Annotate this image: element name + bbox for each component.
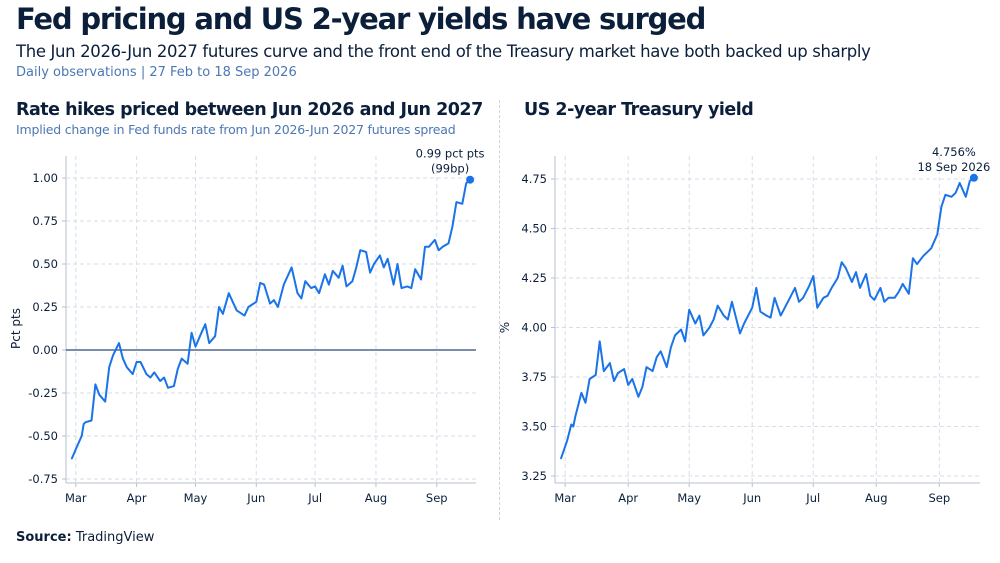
rate-hikes-y-tick-label: -0.75 [28, 472, 58, 486]
treasury-yield-y-tick-label: 3.50 [521, 420, 547, 434]
treasury-yield-x-tick-label: Jul [805, 491, 820, 505]
rate-hikes-y-tick-label: 0.50 [32, 257, 58, 271]
treasury-yield-x-tick-label: Aug [865, 491, 887, 505]
left-chart-subtitle: Implied change in Fed funds rate from Ju… [16, 122, 456, 137]
rate-hikes-x-tick-label: Aug [365, 491, 387, 505]
left-chart-title: Rate hikes priced between Jun 2026 and J… [16, 100, 483, 120]
page-title: Fed pricing and US 2-year yields have su… [16, 2, 706, 36]
rate-hikes-x-tick-label: Jul [307, 491, 322, 505]
panel-divider [499, 100, 500, 520]
rate-hikes-x-tick-label: Jun [246, 491, 265, 505]
rate-hikes-y-tick-label: 0.25 [32, 300, 58, 314]
rate-hikes-y-tick-label: -0.50 [28, 429, 58, 443]
rate-hikes-chart: -0.75 -0.50 -0.25 0.00 0.25 0.50 0.75 1.00 Mar Ap… [9, 147, 485, 505]
rate-hikes-x-tick-label: Sep [426, 491, 448, 505]
rate-hikes-x-tick-label: May [184, 491, 208, 505]
rate-hikes-series-line [70, 178, 472, 460]
source-value: TradingView [75, 530, 155, 545]
source-label: Source: [16, 530, 72, 545]
rate-hikes-y-tick-label: 1.00 [32, 171, 58, 185]
treasury-yield-x-tick-label: Sep [928, 491, 950, 505]
treasury-yield-end-point [969, 173, 978, 182]
treasury-yield-annotation-line1: 4.756% [932, 145, 976, 159]
treasury-yield-chart: 3.25 3.50 3.75 4.00 4.25 4.50 4.75 Mar Apr May Jun… [498, 145, 990, 505]
treasury-yield-y-axis-label: % [498, 322, 512, 333]
treasury-yield-annotation-line2: 18 Sep 2026 [917, 160, 990, 174]
rate-hikes-x-tick-label: Mar [65, 491, 87, 505]
treasury-yield-y-tick-label: 4.50 [521, 222, 547, 236]
treasury-yield-y-tick-label: 4.25 [521, 271, 547, 285]
treasury-yield-x-tick-label: Jun [742, 491, 761, 505]
rate-hikes-annotation-line1: 0.99 pct pts [416, 147, 485, 161]
rate-hikes-annotation-line2: (99bp) [431, 162, 469, 176]
right-chart-title: US 2-year Treasury yield [524, 100, 754, 120]
treasury-yield-y-tick-label: 3.25 [521, 469, 547, 483]
treasury-yield-x-tick-label: May [677, 491, 701, 505]
treasury-yield-y-tick-label: 3.75 [521, 370, 547, 384]
date-range-note: Daily observations | 27 Feb to 18 Sep 20… [16, 65, 297, 80]
page-subtitle: The Jun 2026-Jun 2027 futures curve and … [16, 42, 871, 61]
rate-hikes-x-tick-label: Apr [127, 491, 147, 505]
rate-hikes-y-axis-label: Pct pts [9, 308, 23, 349]
rate-hikes-y-tick-label: 0.75 [32, 214, 58, 228]
treasury-yield-series-line [560, 176, 975, 460]
rate-hikes-end-point [466, 175, 475, 184]
treasury-yield-x-tick-label: Apr [618, 491, 638, 505]
treasury-yield-x-tick-label: Mar [554, 491, 576, 505]
rate-hikes-y-tick-label: 0.00 [32, 343, 58, 357]
treasury-yield-y-tick-label: 4.00 [521, 321, 547, 335]
rate-hikes-y-tick-label: -0.25 [28, 386, 58, 400]
treasury-yield-y-tick-label: 4.75 [521, 172, 547, 186]
source-note: Source: TradingView [16, 530, 154, 545]
